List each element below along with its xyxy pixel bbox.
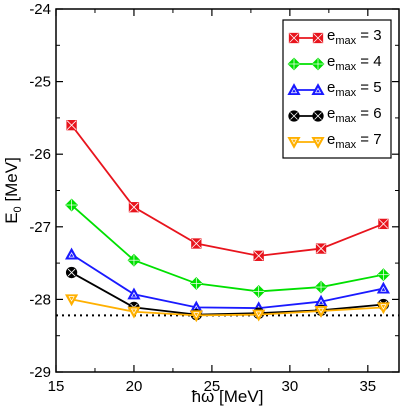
legend-label-rest: = 3: [356, 27, 381, 44]
legend-marker: [312, 110, 324, 122]
data-point: [314, 305, 328, 318]
legend-label-main: e: [327, 27, 335, 44]
series-emax-7: [64, 294, 391, 323]
data-point: [252, 309, 266, 322]
series-line: [70, 124, 384, 257]
x-tick-label: 30: [282, 378, 299, 395]
legend-item: emax = 3: [288, 27, 382, 47]
legend-label-sub: max: [335, 61, 356, 73]
y-tick-label: -25: [29, 74, 51, 91]
legend-label-sub: max: [335, 87, 356, 99]
legend-item: emax = 7: [287, 131, 382, 151]
legend-label-rest: = 4: [356, 53, 381, 70]
series-line: [70, 204, 384, 293]
x-tick-label: 25: [204, 378, 221, 395]
data-point: [253, 250, 264, 261]
data-point: [65, 266, 78, 279]
legend-label-sub: max: [335, 113, 356, 125]
legend-label-sub: max: [335, 139, 356, 151]
legend-label-rest: = 6: [356, 105, 381, 122]
data-point: [252, 284, 266, 298]
y-axis-label: E0 [MeV]: [2, 157, 24, 224]
y-axis-label-unit: [MeV]: [2, 157, 21, 206]
legend-item: emax = 6: [288, 105, 382, 125]
y-axis-label-sub: 0: [12, 206, 24, 212]
legend-marker: [287, 83, 301, 96]
y-tick-label: -29: [29, 364, 51, 381]
series-emax-4: [65, 198, 390, 298]
data-point: [376, 281, 391, 294]
legend-item: emax = 5: [287, 79, 382, 99]
series-emax-3: [66, 120, 389, 261]
x-tick-label: 20: [126, 378, 143, 395]
legend-label-main: e: [327, 105, 335, 122]
data-point: [127, 306, 141, 319]
legend-label: emax = 5: [327, 79, 382, 99]
legend-box: [282, 19, 392, 159]
legend-label: emax = 7: [327, 131, 382, 151]
legend-label: emax = 6: [327, 105, 382, 125]
legend-label-rest: = 5: [356, 79, 381, 96]
series-emax-5: [64, 247, 391, 314]
data-point: [128, 202, 140, 213]
legend-marker: [287, 136, 301, 149]
legend-marker: [311, 83, 325, 96]
y-tick-label: -27: [29, 219, 51, 236]
series-emax-6: [65, 266, 390, 321]
series-line: [71, 298, 384, 317]
ticks: 15 20 25 30 35 -29 -28 -27 -26 -25 -24: [29, 1, 399, 395]
data-point: [65, 198, 79, 212]
data-point: [376, 268, 390, 282]
y-tick-label: -24: [29, 1, 51, 18]
legend-label-sub: max: [335, 35, 356, 47]
data-point: [376, 302, 391, 315]
data-point: [64, 247, 79, 260]
data-point: [127, 253, 141, 267]
x-axis-label: ħω [MeV]: [192, 387, 264, 406]
x-tick-label: 35: [359, 378, 376, 395]
legend-label-rest: = 7: [356, 131, 381, 148]
data-point: [191, 238, 202, 249]
y-axis-label-main: E: [2, 212, 21, 223]
series-line: [71, 253, 384, 310]
legend-label: emax = 4: [327, 53, 382, 73]
data-point: [64, 294, 79, 307]
legend-marker: [312, 32, 324, 44]
data-point: [127, 287, 141, 300]
data-point: [189, 310, 203, 323]
legend-label-main: e: [327, 131, 335, 148]
data-point: [314, 280, 328, 294]
legend-label-main: e: [327, 53, 335, 70]
series-line: [71, 271, 384, 316]
data-point: [66, 120, 77, 131]
y-tick-label: -28: [29, 291, 51, 308]
legend-item: emax = 4: [287, 53, 382, 73]
data-point: [189, 277, 203, 290]
series-group: [64, 120, 391, 323]
legend-marker: [287, 57, 301, 71]
data-point: [315, 243, 327, 254]
x-tick-label: 15: [48, 378, 65, 395]
y-tick-label: -26: [29, 146, 51, 163]
legend-marker: [288, 110, 300, 122]
legend-marker: [311, 57, 325, 71]
legend-marker: [288, 32, 300, 44]
legend-label-main: e: [327, 79, 335, 96]
data-point: [378, 218, 389, 230]
legend-marker: [311, 136, 325, 149]
legend-label: emax = 3: [327, 27, 382, 47]
